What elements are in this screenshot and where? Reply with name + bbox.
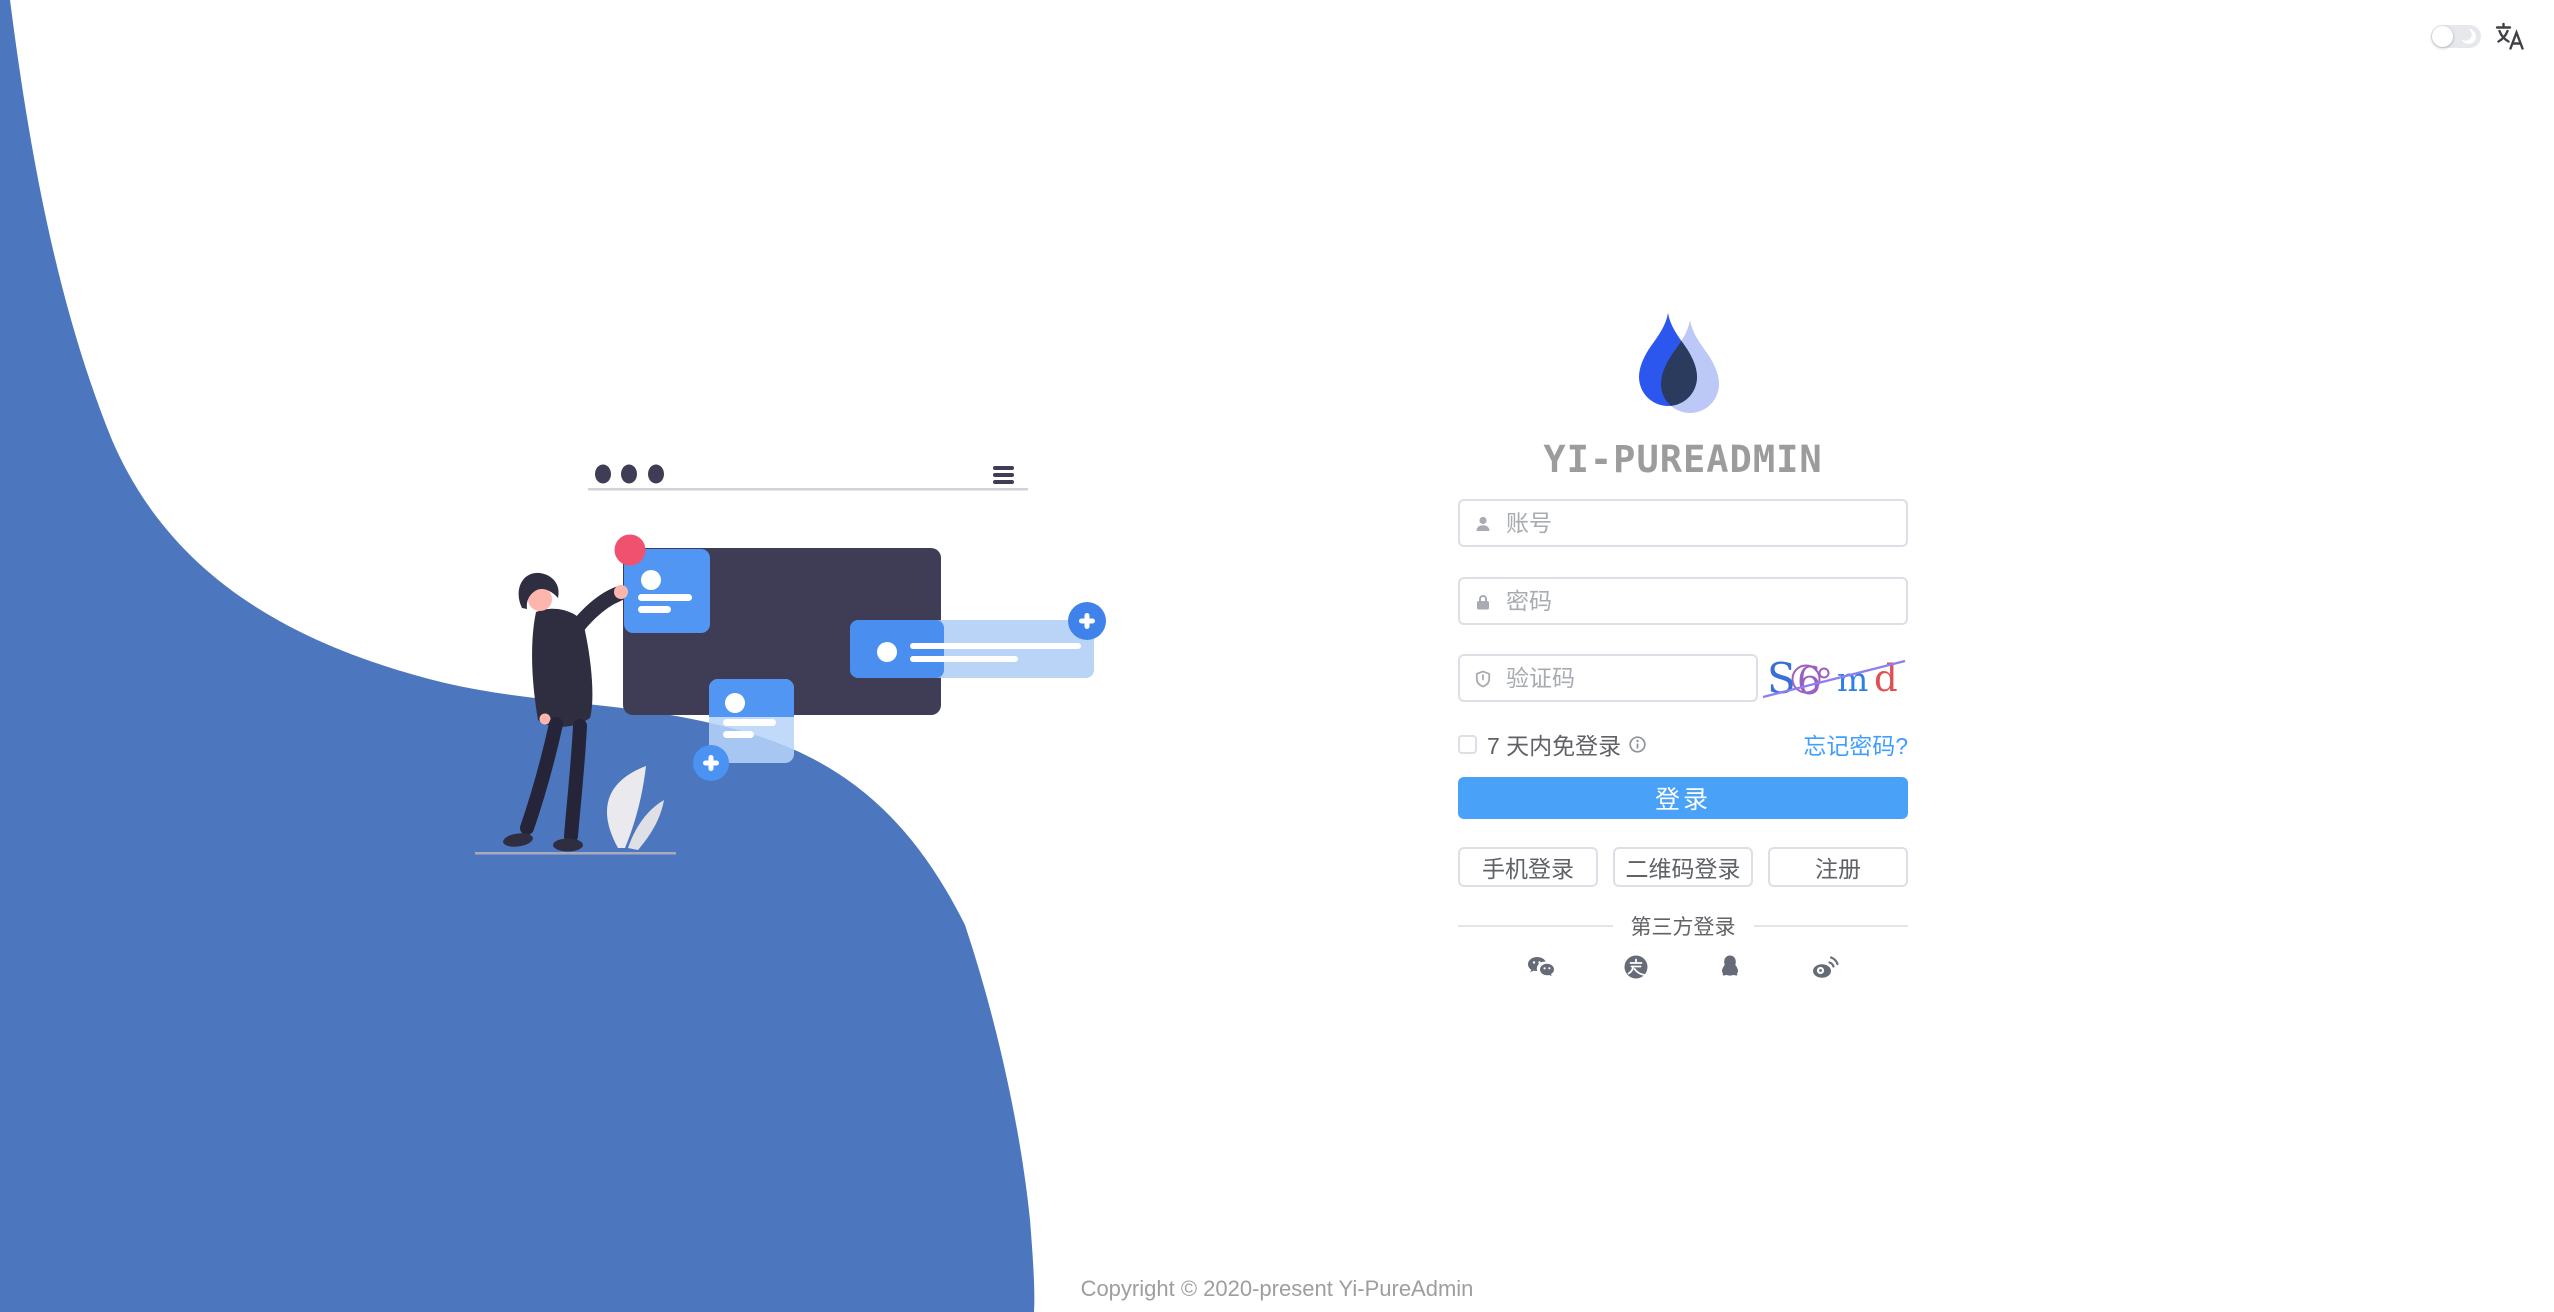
username-field [1458, 499, 1908, 547]
username-input[interactable] [1506, 501, 1896, 545]
brand-logo-drop [1639, 313, 1719, 413]
illustration-bottom-card [693, 679, 794, 781]
illustration-red-dot [614, 534, 646, 566]
forgot-password-link[interactable]: 忘记密码? [1803, 733, 1908, 759]
illustration-ground-line [475, 852, 676, 855]
illustration-plant [606, 766, 664, 850]
top-right-controls [2431, 22, 2526, 51]
illustration-person [503, 572, 628, 852]
wave-shape [0, 0, 1035, 1312]
captcha-glyph: 6 [1797, 659, 1821, 702]
shield-icon [1475, 670, 1491, 688]
illustration-row-card [850, 602, 1106, 678]
captcha-field [1458, 654, 1758, 702]
translate-icon[interactable] [2495, 22, 2526, 51]
remember-checkbox[interactable] [1458, 734, 1477, 754]
password-field [1458, 577, 1908, 625]
user-icon [1476, 516, 1490, 531]
qrcode-login-button[interactable]: 二维码登录 [1613, 847, 1753, 887]
third-party-divider: 第三方登录 [1458, 914, 1908, 939]
password-input[interactable] [1506, 579, 1896, 623]
options-row: 7 天内免登录 忘记密码? [1458, 732, 1908, 759]
alt-login-row: 手机登录 二维码登录 注册 [1458, 847, 1908, 887]
brand-title: YI-PUREADMIN [1543, 438, 1823, 481]
login-panel: YI-PUREADMIN S [1458, 313, 1908, 1013]
remember-label[interactable]: 7 天内免登录 [1487, 733, 1622, 759]
illustration-user-card [624, 549, 710, 633]
wechat-icon[interactable] [1526, 952, 1556, 982]
dark-mode-toggle[interactable] [2431, 25, 2481, 48]
register-button[interactable]: 注册 [1768, 847, 1908, 887]
captcha-glyph: m [1837, 660, 1868, 699]
divider-line [1753, 925, 1908, 927]
alipay-icon[interactable] [1621, 952, 1651, 982]
weibo-icon[interactable] [1810, 952, 1840, 982]
social-login-row [1458, 951, 1908, 983]
moon-icon [2459, 28, 2476, 44]
captcha-image[interactable]: S 6 m d [1761, 656, 1908, 702]
captcha-input[interactable] [1506, 656, 1746, 700]
divider-label: 第三方登录 [1630, 916, 1736, 939]
toggle-knob [2432, 26, 2453, 47]
lock-icon [1477, 595, 1489, 610]
qq-icon[interactable] [1715, 952, 1745, 982]
divider-line [1458, 925, 1613, 927]
phone-login-button[interactable]: 手机登录 [1458, 847, 1598, 887]
illustration-browser-bar [588, 464, 1028, 491]
copyright-text: Copyright © 2020-present Yi-PureAdmin [1080, 1276, 1474, 1301]
info-icon [1629, 735, 1646, 753]
login-button[interactable]: 登录 [1458, 777, 1908, 819]
